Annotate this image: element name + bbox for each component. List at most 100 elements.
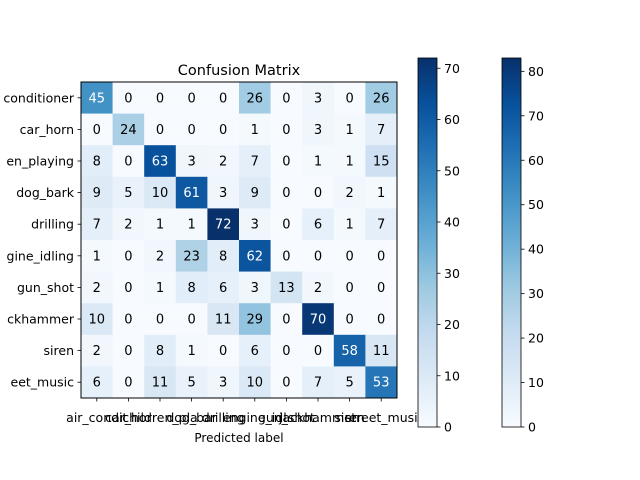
cell-value-label: 0 xyxy=(377,281,385,296)
heatmap-cell xyxy=(207,113,240,146)
cell-value-label: 63 xyxy=(152,155,169,170)
heatmap-cell xyxy=(144,271,177,304)
cell-value-label: 9 xyxy=(251,186,259,201)
heatmap-cell xyxy=(333,303,366,336)
cell-value-label: 0 xyxy=(219,91,227,106)
heatmap-cell xyxy=(270,303,303,336)
cell-value-label: 0 xyxy=(282,376,290,391)
heatmap-cell xyxy=(112,240,145,272)
colorbar-tick-label: 40 xyxy=(444,215,460,230)
heatmap-cell xyxy=(112,82,145,114)
heatmap-cell xyxy=(270,82,303,114)
heatmap-cell xyxy=(365,366,398,399)
heatmap-cell xyxy=(81,208,113,241)
cell-value-label: 3 xyxy=(187,155,195,170)
heatmap-cell xyxy=(144,176,177,209)
cell-value-label: 13 xyxy=(278,281,295,296)
cell-value-label: 7 xyxy=(377,218,385,233)
colorbar-gradient xyxy=(418,58,437,427)
heatmap-cell xyxy=(365,271,398,304)
colorbar-frame xyxy=(501,57,522,428)
heatmap-cell xyxy=(207,271,240,304)
heatmap-cell xyxy=(333,82,366,114)
heatmap-cell xyxy=(207,145,240,178)
heatmap-cell xyxy=(365,176,398,209)
heatmap-cell xyxy=(112,303,145,336)
cell-value-label: 6 xyxy=(251,344,259,359)
heatmap-cell xyxy=(175,334,208,367)
cell-value-label: 3 xyxy=(314,123,322,138)
heatmap-cell xyxy=(239,145,271,178)
colorbar-gradient xyxy=(502,58,521,427)
cell-value-label: 61 xyxy=(183,186,200,201)
heatmap-cell xyxy=(365,240,398,272)
colorbar-tick-label: 40 xyxy=(528,242,544,257)
cell-value-label: 0 xyxy=(282,313,290,328)
heatmap-cell xyxy=(175,176,208,209)
heatmap-cell xyxy=(302,303,335,336)
cell-value-label: 6 xyxy=(314,218,322,233)
cell-value-label: 0 xyxy=(219,123,227,138)
cell-value-label: 62 xyxy=(247,249,264,264)
heatmap-cell xyxy=(112,176,145,209)
heatmap-cell xyxy=(175,113,208,146)
heatmap-cell xyxy=(270,334,303,367)
cell-value-label: 5 xyxy=(345,376,353,391)
x-tick-label: dog_bar xyxy=(166,410,217,425)
cell-value-label: 0 xyxy=(282,123,290,138)
cell-value-label: 8 xyxy=(219,249,227,264)
heatmap-cell xyxy=(239,208,271,241)
colorbar-tick-label: 60 xyxy=(444,112,460,127)
x-tick-label: engine_idl xyxy=(223,410,287,425)
heatmap-cell xyxy=(144,303,177,336)
cell-value-label: 58 xyxy=(341,344,358,359)
heatmap-cell xyxy=(81,271,113,304)
cell-value-label: 2 xyxy=(345,186,353,201)
colorbar-tick-label: 80 xyxy=(528,64,544,79)
heatmap-cell xyxy=(81,334,113,367)
cell-value-label: 9 xyxy=(93,186,101,201)
cell-value-label: 70 xyxy=(310,313,327,328)
y-tick-label: siren xyxy=(44,343,74,358)
cell-value-label: 1 xyxy=(156,218,164,233)
cell-value-label: 10 xyxy=(247,376,264,391)
heatmap-cell xyxy=(365,113,398,146)
heatmap-cell xyxy=(175,82,208,114)
heatmap-cell xyxy=(302,208,335,241)
cell-value-label: 0 xyxy=(187,123,195,138)
cell-value-label: 0 xyxy=(345,313,353,328)
chart-title: Confusion Matrix xyxy=(178,63,301,79)
cell-value-label: 2 xyxy=(219,155,227,170)
cell-value-label: 3 xyxy=(219,186,227,201)
cell-value-label: 0 xyxy=(377,249,385,264)
x-tick-label: siren xyxy=(334,410,364,425)
cell-value-label: 7 xyxy=(93,218,101,233)
colorbar-tick-label: 30 xyxy=(528,286,544,301)
cell-value-label: 0 xyxy=(314,344,322,359)
heatmap-cell xyxy=(270,113,303,146)
cell-value-label: 8 xyxy=(187,281,195,296)
cell-value-label: 0 xyxy=(124,91,132,106)
colorbar-tick-label: 50 xyxy=(528,197,544,212)
cell-value-label: 0 xyxy=(282,218,290,233)
heatmap-cell xyxy=(270,240,303,272)
heatmap-cell xyxy=(144,366,177,399)
cell-value-label: 7 xyxy=(377,123,385,138)
cell-value-label: 8 xyxy=(93,155,101,170)
cell-value-label: 53 xyxy=(373,376,390,391)
heatmap-cell xyxy=(333,366,366,399)
x-tick-label: drilling xyxy=(202,410,245,425)
colorbar-tick-label: 30 xyxy=(444,266,460,281)
heatmap-cell xyxy=(81,145,113,178)
x-axis-ticks: air_conditcar_horchildren_pladog_bardril… xyxy=(66,398,418,425)
x-tick-label: children_pla xyxy=(122,410,197,425)
cell-value-label: 1 xyxy=(345,155,353,170)
cell-value-label: 2 xyxy=(156,249,164,264)
colorbar-tick-label: 50 xyxy=(444,163,460,178)
cell-value-label: 11 xyxy=(152,376,169,391)
heatmap-cell xyxy=(270,208,303,241)
cell-value-label: 0 xyxy=(156,313,164,328)
x-tick-label: gun_shot xyxy=(258,410,315,425)
heatmap-cell xyxy=(333,271,366,304)
heatmap-cell xyxy=(302,145,335,178)
